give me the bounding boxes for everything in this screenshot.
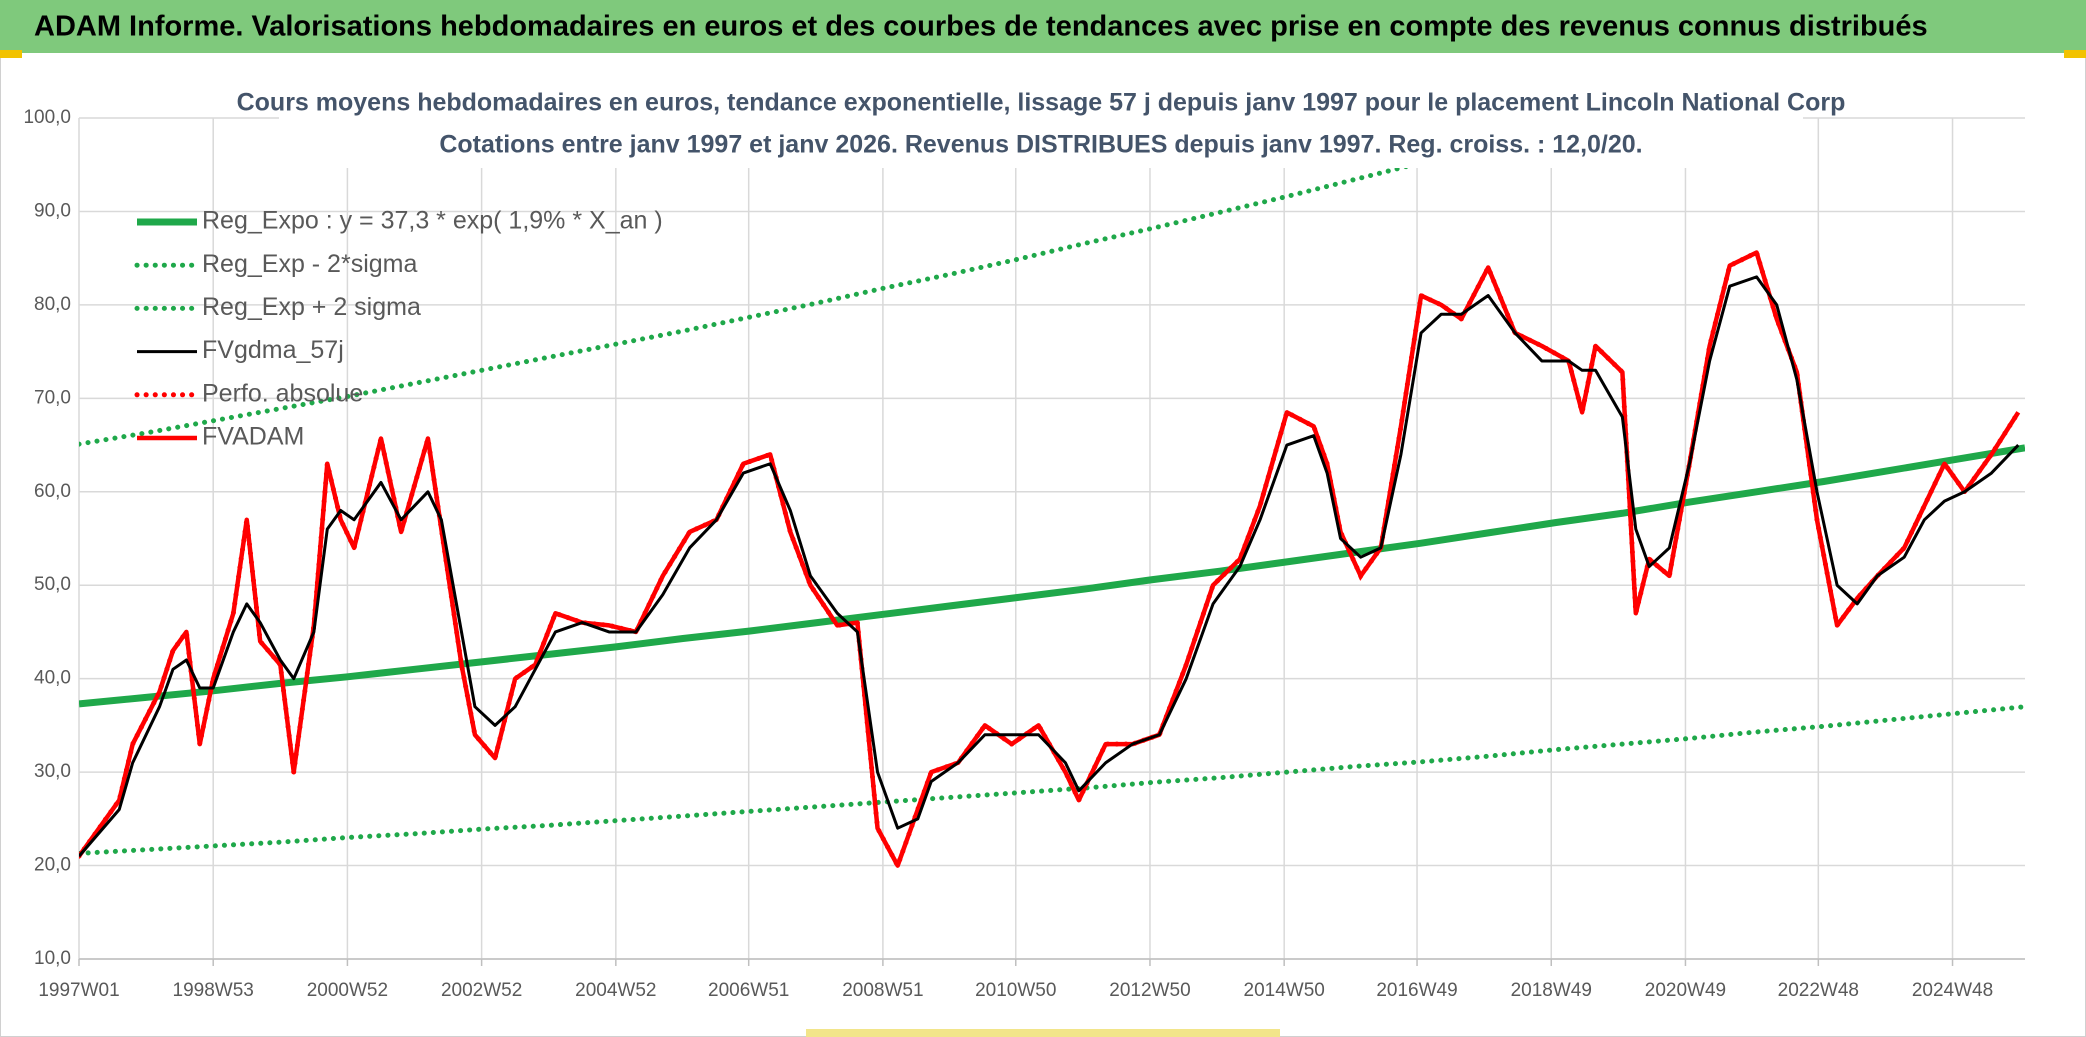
y-tick-label: 10,0 — [34, 948, 71, 969]
chart-title: Cours moyens hebdomadaires en euros, ten… — [237, 89, 1846, 117]
y-tick-label: 70,0 — [34, 387, 71, 408]
x-tick-label: 2020W49 — [1645, 980, 1726, 1001]
x-tick-label: 2000W52 — [307, 980, 388, 1001]
series-line — [79, 275, 2020, 858]
header-corner — [2064, 50, 2086, 58]
legend-label: Reg_Expo : y = 37,3 * exp( 1,9% * X_an ) — [202, 207, 663, 235]
x-tick-label: 2004W52 — [575, 980, 656, 1001]
legend: Reg_Expo : y = 37,3 * exp( 1,9% * X_an )… — [134, 207, 663, 451]
y-tick-label: 100,0 — [23, 107, 71, 128]
y-tick-label: 50,0 — [34, 574, 71, 595]
y-tick-label: 60,0 — [34, 481, 71, 502]
legend-label: Perfo. absolue — [202, 379, 363, 407]
x-tick-label: 2014W50 — [1244, 980, 1325, 1001]
x-tick-label: 2024W48 — [1912, 980, 1993, 1001]
header-title: ADAM Informe. Valorisations hebdomadaire… — [34, 11, 1928, 43]
x-tick-label: 2002W52 — [441, 980, 522, 1001]
series-line — [79, 118, 1604, 447]
legend-label: FVgdma_57j — [202, 336, 344, 364]
chart-subtitle: Cotations entre janv 1997 et janv 2026. … — [439, 131, 1642, 159]
y-tick-label: 90,0 — [34, 200, 71, 221]
header-bar — [0, 0, 2086, 53]
x-tick-label: 1997W01 — [38, 980, 119, 1001]
y-tick-label: 40,0 — [34, 668, 71, 689]
series-line — [79, 444, 2025, 708]
plot-lines — [79, 118, 2025, 872]
x-tick-label: 2010W50 — [975, 980, 1056, 1001]
x-tick-label: 2022W48 — [1778, 980, 1859, 1001]
x-tick-label: 1998W53 — [173, 980, 254, 1001]
footer-mark — [806, 1029, 1280, 1037]
x-tick-label: 2012W50 — [1109, 980, 1190, 1001]
legend-label: Reg_Exp + 2 sigma — [202, 293, 421, 321]
y-tick-label: 80,0 — [34, 294, 71, 315]
x-tick-label: 2016W49 — [1376, 980, 1457, 1001]
y-tick-label: 20,0 — [34, 855, 71, 876]
y-tick-label: 30,0 — [34, 761, 71, 782]
legend-label: Reg_Exp - 2*sigma — [202, 250, 417, 278]
x-tick-label: 2006W51 — [708, 980, 789, 1001]
x-tick-label: 2018W49 — [1511, 980, 1592, 1001]
series-line — [79, 704, 2025, 856]
legend-label: FVADAM — [202, 423, 304, 451]
header-corner — [0, 50, 22, 58]
x-tick-label: 2008W51 — [842, 980, 923, 1001]
title-box — [279, 82, 1803, 168]
